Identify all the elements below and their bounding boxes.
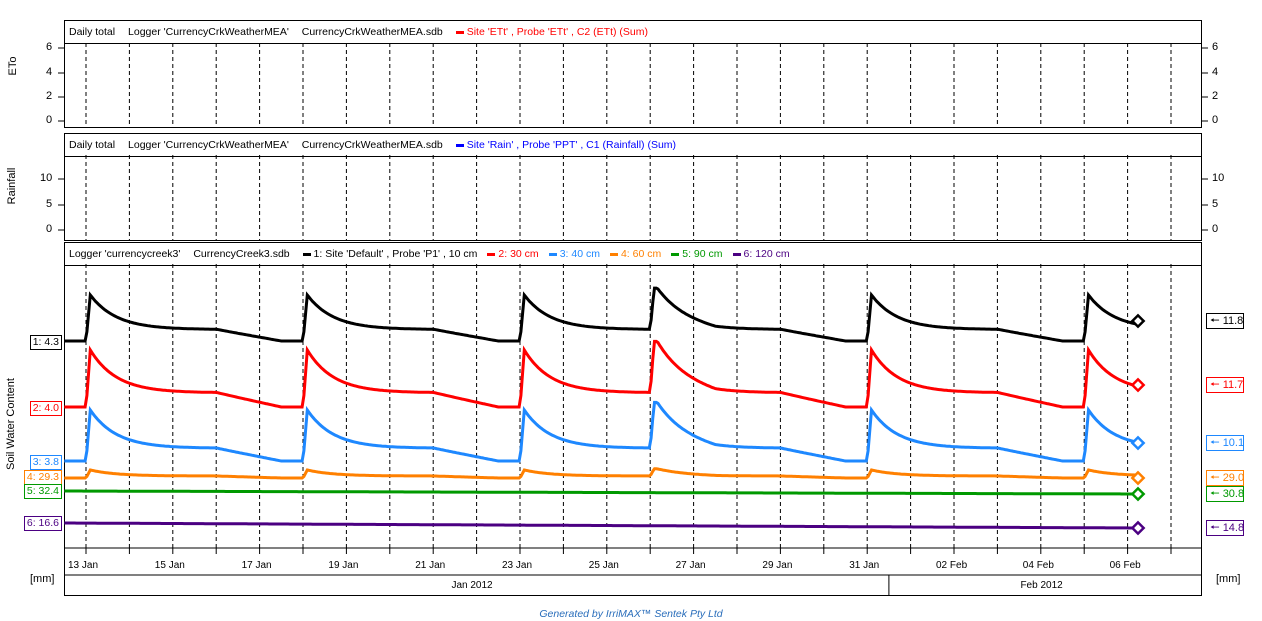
legend-item: 3: 40 cm: [548, 248, 600, 260]
legend-item: 6: 120 cm: [732, 248, 790, 260]
x-tick-label: 15 Jan: [154, 560, 185, 571]
legend-item: 5: 90 cm: [671, 248, 723, 260]
end-marker: [1130, 435, 1146, 451]
eto-tick-label-right: 2: [1212, 90, 1219, 102]
end-marker: [1130, 520, 1146, 536]
x-tick-label: 29 Jan: [762, 560, 793, 571]
series-line-2: [64, 339, 1138, 409]
series-line-4: [64, 467, 1138, 480]
end-value: 29.0: [1222, 472, 1245, 484]
units-right: [mm]: [1216, 573, 1241, 585]
start-value-label: 3: 3.8: [29, 455, 62, 470]
end-marker: [1130, 377, 1146, 393]
header-file: CurrencyCreek3.sdb: [193, 248, 290, 260]
x-tick-label: 04 Feb: [1022, 560, 1054, 571]
arrow-left-icon: 🠔: [1210, 379, 1220, 391]
legend-label: 2: 30 cm: [498, 248, 539, 260]
series-line-5: [64, 489, 1138, 496]
legend-item: 4: 60 cm: [609, 248, 662, 260]
end-value-label: 🠔 30.8: [1206, 486, 1244, 502]
end-marker: [1130, 313, 1146, 329]
end-value: 11.8: [1222, 315, 1244, 327]
end-value: 30.8: [1222, 488, 1245, 500]
legend-label: 1: Site 'Default' , Probe 'P1' , 10 cm: [313, 248, 478, 260]
header-file: CurrencyCrkWeatherMEA.sdb: [301, 26, 443, 38]
x-tick-label: 06 Feb: [1109, 560, 1141, 571]
eto-tick-label-right: 6: [1212, 41, 1219, 53]
rainfall-header: Daily total Logger 'CurrencyCrkWeatherME…: [65, 134, 1201, 157]
end-value-label: 🠔 11.7: [1206, 377, 1244, 393]
month-label: Feb 2012: [1020, 580, 1063, 591]
header-logger: Logger 'CurrencyCrkWeatherMEA': [128, 26, 289, 38]
eto-header: Daily total Logger 'CurrencyCrkWeatherME…: [65, 21, 1201, 44]
rain-tick-label-right: 5: [1212, 198, 1219, 210]
month-label: Jan 2012: [451, 580, 493, 591]
start-value-label: 5: 32.4: [23, 484, 62, 499]
arrow-left-icon: 🠔: [1210, 488, 1220, 500]
units-left: [mm]: [30, 573, 55, 585]
legend-item: 2: 30 cm: [487, 248, 539, 260]
rain-tick-label-right: 10: [1212, 172, 1225, 184]
series-line-1: [64, 286, 1138, 343]
arrow-left-icon: 🠔: [1210, 315, 1220, 327]
rain-tick-label-right: 0: [1212, 223, 1219, 235]
eto-panel: Daily total Logger 'CurrencyCrkWeatherME…: [64, 20, 1202, 128]
rainfall-legend: Site 'Rain' , Probe 'PPT' , C1 (Rainfall…: [455, 139, 676, 151]
rain-tick-label-left: 5: [46, 198, 53, 210]
soil-header: Logger 'currencycreek3' CurrencyCreek3.s…: [65, 243, 1201, 266]
series-line-3: [64, 400, 1138, 463]
end-value: 10.1: [1222, 437, 1245, 449]
start-value-label: 1: 4.3: [29, 335, 62, 350]
start-value-label: 2: 4.0: [29, 401, 62, 416]
eto-tick-label-right: 0: [1212, 114, 1219, 126]
x-tick-label: 23 Jan: [502, 560, 533, 571]
arrow-left-icon: 🠔: [1210, 437, 1220, 449]
rainfall-panel: Daily total Logger 'CurrencyCrkWeatherME…: [64, 133, 1202, 241]
eto-tick-label-left: 0: [46, 114, 53, 126]
end-marker: [1130, 486, 1146, 502]
end-value: 14.8: [1222, 522, 1245, 534]
footer-credit: Generated by IrriMAX™ Sentek Pty Ltd: [539, 608, 723, 620]
rain-tick-label-left: 0: [46, 223, 53, 235]
header-aggregation: Daily total: [69, 139, 116, 151]
header-file: CurrencyCrkWeatherMEA.sdb: [301, 139, 443, 151]
eto-legend: Site 'ETt' , Probe 'ETt' , C2 (ETt) (Sum…: [455, 26, 648, 38]
arrow-left-icon: 🠔: [1210, 472, 1220, 484]
header-logger: Logger 'currencycreek3': [69, 248, 181, 260]
series-line-6: [64, 521, 1138, 530]
end-value-label: 🠔 14.8: [1206, 520, 1244, 536]
legend-label: 5: 90 cm: [682, 248, 723, 260]
start-value-label: 4: 29.3: [23, 470, 62, 485]
legend-item: 1: Site 'Default' , Probe 'P1' , 10 cm: [302, 248, 478, 260]
legend-label: 6: 120 cm: [743, 248, 790, 260]
soil-panel: Logger 'currencycreek3' CurrencyCreek3.s…: [64, 242, 1202, 596]
x-tick-label: 21 Jan: [415, 560, 446, 571]
eto-tick-label-right: 4: [1212, 66, 1219, 78]
legend-label: 4: 60 cm: [620, 248, 662, 260]
x-tick-label: 27 Jan: [675, 560, 706, 571]
eto-tick-label-left: 4: [46, 66, 53, 78]
x-tick-label: 02 Feb: [936, 560, 968, 571]
end-marker: [1130, 470, 1146, 486]
header-logger: Logger 'CurrencyCrkWeatherMEA': [128, 139, 289, 151]
start-value-label: 6: 16.6: [23, 516, 62, 531]
end-value-label: 🠔 11.8: [1206, 313, 1244, 329]
x-tick-label: 25 Jan: [588, 560, 619, 571]
rain-tick-label-left: 10: [40, 172, 53, 184]
header-aggregation: Daily total: [69, 26, 116, 38]
x-tick-label: 19 Jan: [328, 560, 359, 571]
x-tick-label: 17 Jan: [241, 560, 272, 571]
end-value-label: 🠔 29.0: [1206, 470, 1244, 486]
x-tick-label: 13 Jan: [68, 560, 99, 571]
eto-tick-label-left: 6: [46, 41, 53, 53]
x-tick-label: 31 Jan: [849, 560, 880, 571]
eto-tick-label-left: 2: [46, 90, 53, 102]
end-value: 11.7: [1222, 379, 1244, 391]
end-value-label: 🠔 10.1: [1206, 435, 1244, 451]
legend-label: 3: 40 cm: [559, 248, 600, 260]
arrow-left-icon: 🠔: [1210, 522, 1220, 534]
